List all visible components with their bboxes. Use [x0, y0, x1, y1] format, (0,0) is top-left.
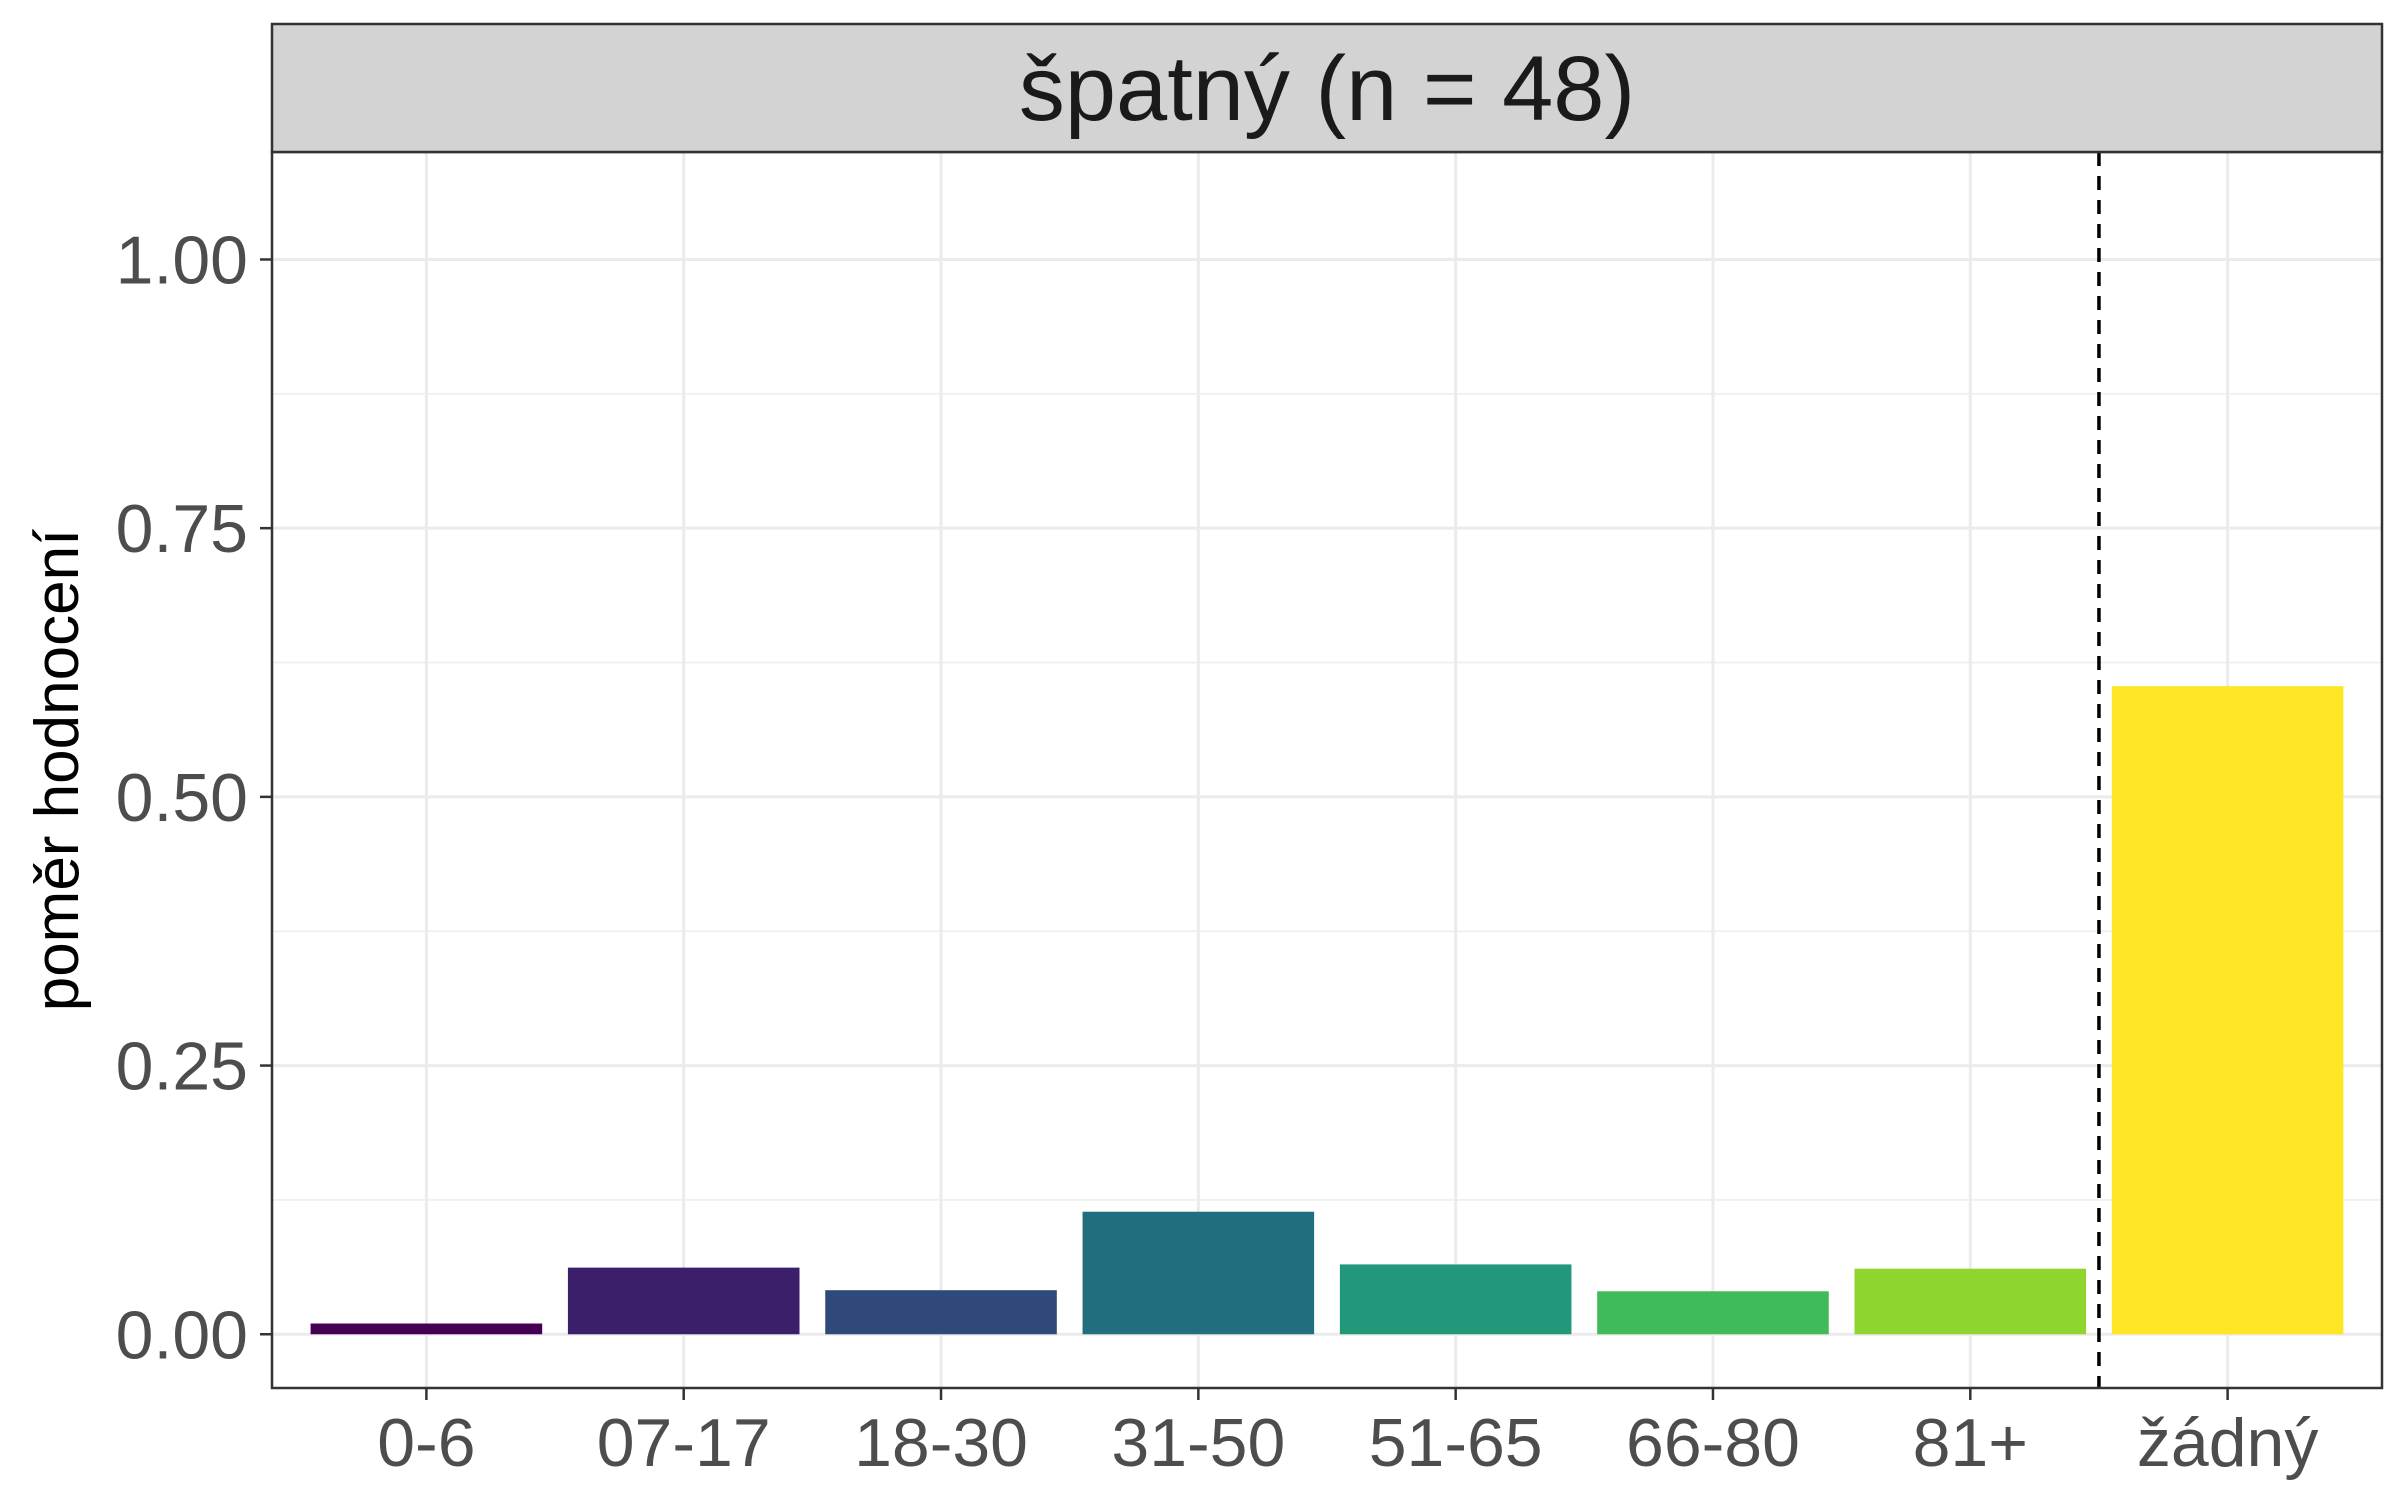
minor-gridlines	[272, 392, 2382, 1201]
x-tick-label: 0-6	[377, 1405, 475, 1481]
y-tick-label: 0.75	[116, 491, 248, 567]
x-tick-label: 31-50	[1111, 1405, 1285, 1481]
y-tick-label: 1.00	[116, 222, 248, 298]
plot-panel	[272, 152, 2382, 1388]
facet-title: špatný (n = 48)	[1019, 38, 1635, 140]
y-tick-label: 0.50	[116, 760, 248, 836]
facet-strip-background	[270, 22, 2384, 154]
x-tick-label: 18-30	[854, 1405, 1028, 1481]
y-tick-label: 0.25	[116, 1029, 248, 1105]
bar-0-6	[310, 1323, 543, 1335]
x-tick-label: 07-17	[597, 1405, 771, 1481]
major-gridlines	[272, 152, 2382, 1388]
bar-51-65	[1339, 1264, 1572, 1335]
panel-background	[272, 152, 2382, 1388]
bar-07-17	[567, 1267, 800, 1335]
x-tick-label: 81+	[1913, 1405, 2028, 1481]
x-tick-label: 66-80	[1626, 1405, 1800, 1481]
y-tick-label: 0.00	[116, 1297, 248, 1373]
y-axis-title: poměr hodnocení	[23, 529, 92, 1012]
bar-66-80	[1597, 1291, 1829, 1335]
x-tick-label: 51-65	[1369, 1405, 1543, 1481]
y-axis: 0.00 0.25 0.50 0.75 1.00	[116, 222, 272, 1373]
bar-81+	[1854, 1268, 2087, 1335]
x-tick-label: žádný	[2137, 1405, 2318, 1481]
bars	[310, 686, 2344, 1335]
bar-18-30	[825, 1290, 1057, 1335]
bar-žádný	[2111, 686, 2344, 1335]
bar-31-50	[1082, 1211, 1315, 1335]
facet-strip: špatný (n = 48)	[270, 22, 2384, 154]
x-axis: 0-6 07-17 18-30 31-50 51-65 66-80 81+ žádný	[377, 1388, 2318, 1481]
